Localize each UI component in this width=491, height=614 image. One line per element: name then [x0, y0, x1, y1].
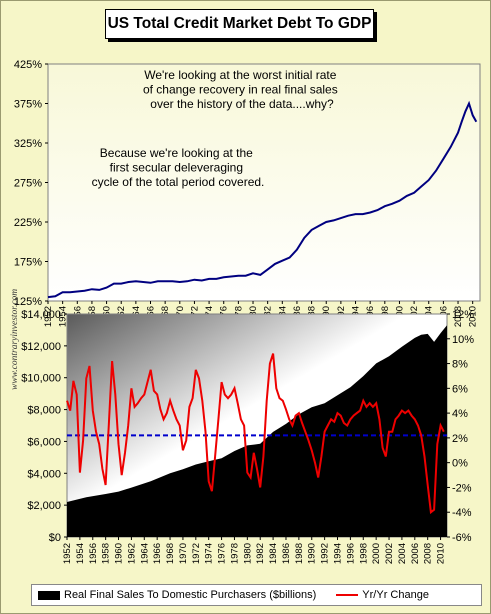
bottom-xtick-label: 1958 [101, 543, 112, 564]
bottom-xtick-label: 1952 [62, 543, 73, 564]
bottom-xtick-label: 1992 [320, 543, 331, 564]
top-xtick-label: 1952 [43, 306, 54, 327]
right-ytick-label: -2% [452, 482, 472, 494]
bottom-xtick-label: 2002 [384, 543, 395, 564]
right-ytick-label: -4% [452, 507, 472, 519]
left-ytick-label: $0 [49, 532, 61, 544]
legend-swatch-yoy [336, 594, 359, 596]
left-ytick-label: $4,000 [27, 468, 61, 480]
top-ytick-label: 125% [14, 296, 42, 308]
legend-item-yoy: Yr/Yr Change [316, 589, 429, 601]
bottom-xtick-label: 1976 [217, 543, 228, 564]
bottom-xtick-label: 1988 [294, 543, 305, 564]
right-ytick-label: 4% [452, 408, 468, 420]
top-xtick-label: 1954 [58, 306, 69, 327]
bottom-xtick-label: 1968 [165, 543, 176, 564]
yoy-change-line [66, 353, 445, 515]
left-ytick-label: $2,000 [27, 500, 61, 512]
real-final-sales-area [67, 325, 447, 537]
left-ytick-label: $6,000 [27, 436, 61, 448]
debt-to-gdp-line [47, 100, 478, 299]
bottom-xtick-label: 1994 [333, 543, 344, 564]
top-ytick-label: 275% [14, 178, 42, 190]
top-ytick-label: 425% [14, 59, 42, 71]
legend-label-sales: Real Final Sales To Domestic Purchasers … [64, 589, 317, 601]
top-ytick-label: 375% [14, 99, 42, 111]
right-ytick-label: 12% [452, 309, 474, 321]
bottom-xtick-label: 1990 [307, 543, 318, 564]
bottom-chart: $0 $2,000 $4,000 $6,000 $8,000 $10,000 $12,000… [21, 309, 474, 564]
bottom-xtick-label: 2000 [371, 543, 382, 564]
bottom-xtick-label: 1964 [139, 543, 150, 564]
bottom-xtick-label: 1956 [88, 543, 99, 564]
bottom-xtick-label: 1986 [281, 543, 292, 564]
left-ytick-label: $10,000 [21, 373, 61, 385]
bottom-xtick-label: 2008 [423, 543, 434, 564]
right-ytick-label: 6% [452, 383, 468, 395]
bottom-xtick-label: 1980 [242, 543, 253, 564]
right-ytick-label: 10% [452, 334, 474, 346]
bottom-xtick-label: 1966 [152, 543, 163, 564]
left-ytick-label: $12,000 [21, 341, 61, 353]
bottom-xtick-label: 1998 [358, 543, 369, 564]
top-xtick-label: 2010 [468, 306, 479, 327]
chart-title: US Total Credit Market Debt To GDP [105, 9, 374, 39]
top-ytick-label: 325% [14, 138, 42, 150]
bottom-xtick-label: 1960 [114, 543, 125, 564]
annotation-1: We're looking at the worst initial rate … [143, 68, 341, 111]
bottom-xtick-label: 2006 [410, 543, 421, 564]
legend-item-sales: Real Final Sales To Domestic Purchasers … [32, 589, 316, 601]
left-ytick-label: $8,000 [27, 405, 61, 417]
legend: Real Final Sales To Domestic Purchasers … [31, 584, 482, 606]
legend-swatch-sales [38, 590, 60, 600]
bottom-xtick-label: 1978 [229, 543, 240, 564]
annotation-2: Because we're looking at the first secul… [92, 146, 265, 189]
bottom-xtick-label: 1954 [75, 543, 86, 564]
left-ytick-label: $14,000 [21, 309, 61, 321]
legend-label-yoy: Yr/Yr Change [362, 589, 429, 601]
right-ytick-label: 8% [452, 359, 468, 371]
bottom-xtick-label: 1982 [255, 543, 266, 564]
bottom-xtick-label: 2010 [436, 543, 447, 564]
bottom-xtick-label: 1996 [345, 543, 356, 564]
right-ytick-label: 0% [452, 458, 468, 470]
bottom-xtick-label: 2004 [397, 543, 408, 564]
bottom-xtick-label: 1970 [178, 543, 189, 564]
top-xtick-label: 2008 [453, 306, 464, 327]
top-plot-area [47, 63, 481, 302]
right-ytick-label: -6% [452, 532, 472, 544]
right-ytick-label: 2% [452, 433, 468, 445]
bottom-xtick-label: 1974 [204, 543, 215, 564]
bottom-xtick-label: 1962 [126, 543, 137, 564]
top-ytick-label: 175% [14, 257, 42, 269]
bottom-xtick-label: 1984 [268, 543, 279, 564]
bottom-xtick-label: 1972 [191, 543, 202, 564]
top-ytick-label: 225% [14, 217, 42, 229]
